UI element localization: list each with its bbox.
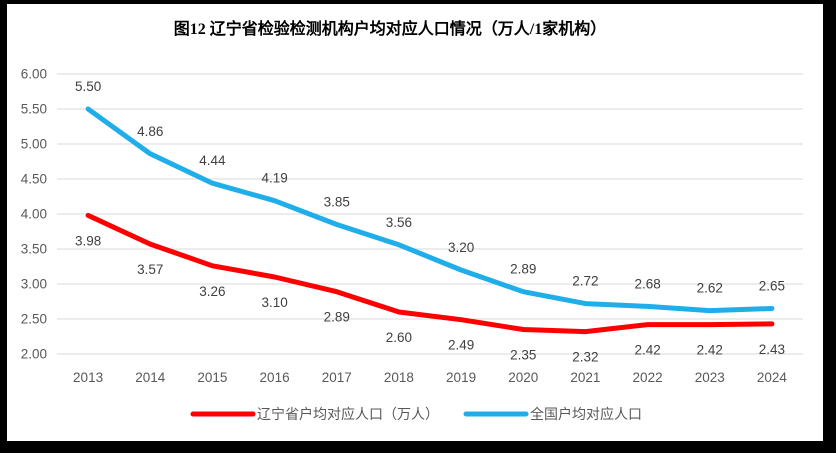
line-chart: 图12 辽宁省检验检测机构户均对应人口情况（万人/1家机构） 3.983.573… xyxy=(21,19,803,422)
data-labels: 3.98 3.57 3.26 3.10 2.89 2.60 2.49 2.35 2.32 2.42… xyxy=(75,79,785,365)
x-axis-tick-label: 2019 xyxy=(446,370,476,385)
y-axis-tick-label: 5.00 xyxy=(21,137,47,152)
data-label: 3.26 xyxy=(199,284,225,299)
data-label: 2.42 xyxy=(634,343,660,358)
data-label: 2.89 xyxy=(324,310,350,325)
chart-title: 图12 辽宁省检验检测机构户均对应人口情况（万人/1家机构） xyxy=(174,19,606,38)
data-label: 2.32 xyxy=(572,350,598,365)
data-label: 3.57 xyxy=(137,262,163,277)
chart-canvas: 图12 辽宁省检验检测机构户均对应人口情况（万人/1家机构） 3.98 3.57 3… xyxy=(7,4,823,441)
data-label: 2.60 xyxy=(386,330,412,345)
x-axis-tick-label: 2020 xyxy=(508,370,538,385)
x-axis-tick-label: 2021 xyxy=(570,370,600,385)
x-axis-tick-label: 2013 xyxy=(73,370,103,385)
y-axis-tick-label: 2.00 xyxy=(21,347,47,362)
data-label: 4.86 xyxy=(137,124,163,139)
data-label: 3.10 xyxy=(261,295,287,310)
x-axis-tick-label: 2016 xyxy=(260,370,290,385)
chart-legend: 辽宁省户均对应人口（万人） 全国户均对应人口 xyxy=(190,406,642,422)
series-line-0 xyxy=(85,212,775,335)
data-label: 2.42 xyxy=(697,343,723,358)
data-label: 4.19 xyxy=(261,171,287,186)
data-label: 2.68 xyxy=(634,276,660,291)
data-label: 2.89 xyxy=(510,262,536,277)
x-axis-tick-label: 2014 xyxy=(135,370,166,385)
x-axis-tick-label: 2017 xyxy=(322,370,352,385)
x-axis-tick-label: 2022 xyxy=(633,370,663,385)
data-label: 3.85 xyxy=(324,195,350,210)
y-axis-tick-label: 4.50 xyxy=(21,172,47,187)
data-label: 2.62 xyxy=(697,281,723,296)
y-axis-tick-label: 3.00 xyxy=(21,277,47,292)
x-axis-tick-label: 2024 xyxy=(757,370,788,385)
legend-label-0: 辽宁省户均对应人口（万人） xyxy=(257,406,439,422)
data-label: 4.44 xyxy=(199,153,226,168)
y-axis-tick-label: 4.00 xyxy=(21,207,47,222)
data-label: 2.49 xyxy=(448,338,474,353)
y-axis-tick-label: 2.50 xyxy=(21,312,47,327)
data-label: 3.20 xyxy=(448,240,474,255)
series-lines xyxy=(85,106,775,335)
data-label: 3.98 xyxy=(75,233,101,248)
series-line-1 xyxy=(85,106,775,314)
data-label: 5.50 xyxy=(75,79,101,94)
y-axis-tick-label: 6.00 xyxy=(21,67,47,82)
y-axis-tick-label: 3.50 xyxy=(21,242,47,257)
data-label: 2.65 xyxy=(759,279,785,294)
x-axis-tick-label: 2023 xyxy=(695,370,725,385)
data-label: 2.43 xyxy=(759,342,785,357)
axis-tick-labels: 2.00 2.50 3.00 3.50 4.00 4.50 5.00 5.50 6.00 2013… xyxy=(21,67,788,386)
y-axis-tick-label: 5.50 xyxy=(21,102,47,117)
x-axis-tick-label: 2018 xyxy=(384,370,414,385)
data-label: 2.72 xyxy=(572,274,598,289)
legend-label-1: 全国户均对应人口 xyxy=(530,406,642,422)
data-label: 2.35 xyxy=(510,348,536,363)
data-label: 3.56 xyxy=(386,215,412,230)
gridlines xyxy=(57,73,803,355)
x-axis-tick-label: 2015 xyxy=(197,370,227,385)
